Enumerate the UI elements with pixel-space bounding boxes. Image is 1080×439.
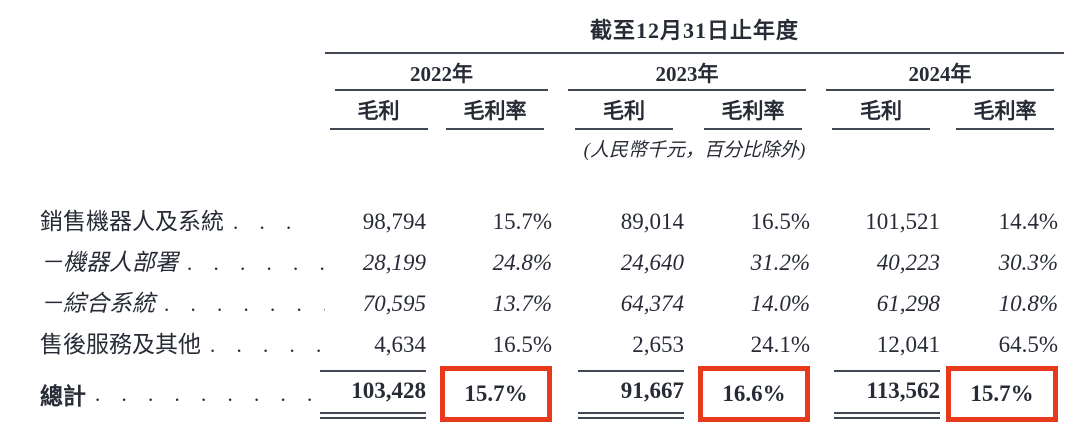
table-row: 銷售機器人及系統. . . 98,794 15.7% 89,014 16.5% … <box>0 201 1080 242</box>
subheader-row: 毛利 毛利率 毛利 毛利率 毛利 毛利率 <box>0 99 1080 130</box>
cell-value: 64,374 <box>620 291 684 316</box>
year-header-2024: 2024年 <box>826 62 1054 91</box>
col-header-gross-profit-2024: 毛利 <box>832 99 930 130</box>
cell-value: 12,041 <box>876 332 940 357</box>
dot-leader: . . . . . . . . <box>164 292 325 316</box>
cell-value: 30.3% <box>998 250 1058 275</box>
cell-value: 13.7% <box>492 291 552 316</box>
col-header-gross-margin-2024: 毛利率 <box>956 99 1054 130</box>
year-group-2022: 2022年 <box>325 62 558 91</box>
highlight-box: 15.7% <box>946 366 1058 422</box>
total-cell-value: 103,428 <box>320 369 426 419</box>
table-row-total: 總計 . . . . . . . . . . . . . . 103,428 15… <box>0 365 1080 423</box>
table-row: －綜合系統 . . . . . . . . 70,595 13.7% 64,374… <box>0 283 1080 324</box>
cell-value: 64.5% <box>998 332 1058 357</box>
col-header-gross-margin-2022: 毛利率 <box>446 99 544 130</box>
cell-value: 40,223 <box>876 250 940 275</box>
total-cell-value: 16.6% <box>722 381 786 406</box>
year-group-2023: 2023年 <box>558 62 816 91</box>
unit-note-row: (人民幣千元，百分比除外) <box>0 139 1080 163</box>
cell-value: 14.4% <box>998 209 1058 234</box>
row-label: －綜合系統 <box>40 291 155 316</box>
total-cell-value: 91,667 <box>578 369 684 419</box>
cell-value: 15.7% <box>492 209 552 234</box>
col-header-gross-profit-2023: 毛利 <box>575 99 673 130</box>
dot-leader: . . . . . . . . . . . . . . <box>95 381 325 406</box>
cell-value: 98,794 <box>362 209 426 234</box>
table-title: 截至12月31日止年度 <box>589 18 799 43</box>
total-label: 總計 <box>40 384 86 409</box>
table-row: 售後服務及其他 . . . . . 4,634 16.5% 2,653 24.1%… <box>0 324 1080 365</box>
cell-value: 28,199 <box>362 250 426 275</box>
table-header: 截至12月31日止年度 <box>0 18 1080 44</box>
col-header-gross-profit-2022: 毛利 <box>329 99 428 130</box>
year-header-2022: 2022年 <box>335 62 548 91</box>
row-label: 銷售機器人及系統 <box>40 209 224 234</box>
total-cell-value: 113,562 <box>834 369 940 419</box>
year-group-2024: 2024年 <box>816 62 1064 91</box>
unit-note: (人民幣千元，百分比除外) <box>583 140 806 161</box>
cell-value: 2,653 <box>632 332 684 357</box>
row-label: －機器人部署 <box>40 250 178 275</box>
cell-value: 16.5% <box>492 332 552 357</box>
cell-value: 16.5% <box>750 209 810 234</box>
highlight-box: 16.6% <box>698 366 810 422</box>
cell-value: 24,640 <box>620 250 684 275</box>
cell-value: 101,521 <box>865 209 940 234</box>
cell-value: 24.8% <box>492 250 552 275</box>
col-header-gross-margin-2023: 毛利率 <box>704 99 802 130</box>
dot-leader: . . . . . <box>210 333 325 357</box>
year-header-2023: 2023年 <box>568 62 806 91</box>
cell-value: 61,298 <box>876 291 940 316</box>
total-cell-value: 15.7% <box>970 381 1034 406</box>
top-rule <box>325 52 1064 54</box>
highlight-box: 15.7% <box>440 366 552 422</box>
table-body: 銷售機器人及系統. . . 98,794 15.7% 89,014 16.5% … <box>0 201 1080 423</box>
cell-value: 89,014 <box>620 209 684 234</box>
dot-leader: . . . . . . . <box>187 251 325 275</box>
header-rule-row <box>0 52 1080 54</box>
table-row: －機器人部署. . . . . . . 28,199 24.8% 24,640 … <box>0 242 1080 283</box>
year-header-row: 2022年 2023年 2024年 <box>0 62 1080 91</box>
cell-value: 70,595 <box>362 291 426 316</box>
cell-value: 24.1% <box>750 332 810 357</box>
total-cell-value: 15.7% <box>464 381 528 406</box>
cell-value: 14.0% <box>750 291 810 316</box>
row-label: 售後服務及其他 <box>40 332 201 357</box>
cell-value: 4,634 <box>374 332 426 357</box>
dot-leader: . . . <box>233 210 300 234</box>
cell-value: 31.2% <box>750 250 810 275</box>
cell-value: 10.8% <box>998 291 1058 316</box>
